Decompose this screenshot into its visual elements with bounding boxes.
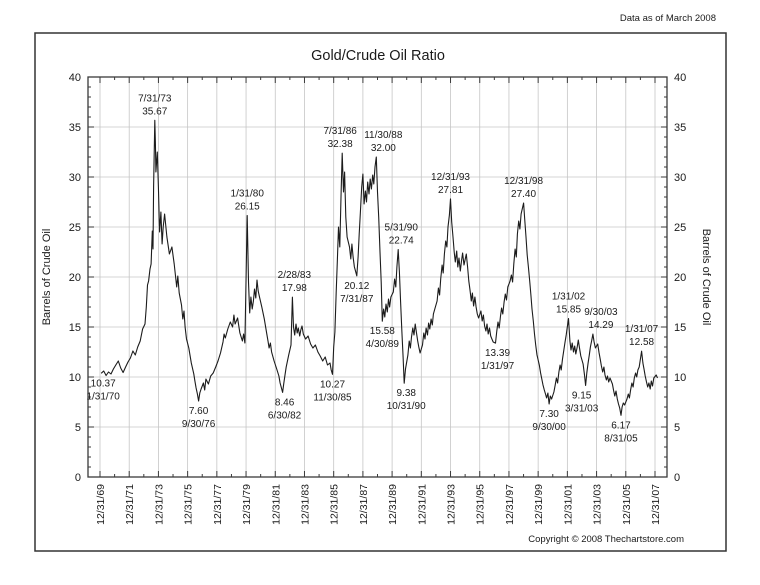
annotation-line2: 32.38	[328, 139, 353, 150]
annotation-line2: 6/30/82	[268, 410, 302, 421]
data-as-of-note: Data as of March 2008	[620, 13, 716, 24]
y-tick-label-right: 40	[674, 72, 686, 84]
y-tick-label-left: 15	[69, 322, 81, 334]
annotation-line1: 1/31/02	[552, 292, 586, 303]
x-tick-label: 12/31/69	[95, 484, 107, 525]
y-tick-label-left: 10	[69, 372, 81, 384]
x-tick-label: 12/31/75	[183, 484, 195, 525]
annotation-line2: 15.85	[556, 305, 581, 316]
copyright-text: Copyright © 2008 Thechartstore.com	[528, 534, 684, 545]
y-tick-label-right: 10	[674, 372, 686, 384]
annotation-line1: 1/31/80	[231, 189, 265, 200]
x-tick-label: 12/31/79	[241, 484, 253, 525]
y-tick-label-right: 0	[674, 472, 680, 484]
chart-outer-border	[34, 32, 727, 552]
y-tick-label-right: 5	[674, 422, 680, 434]
x-tick-label: 12/31/89	[387, 484, 399, 525]
y-tick-label-right: 35	[674, 122, 686, 134]
annotation-line1: 12/31/93	[431, 172, 470, 183]
x-tick-label: 12/31/87	[358, 484, 370, 525]
x-tick-label: 12/31/93	[446, 484, 458, 525]
annotation-line1: 20.12	[344, 281, 369, 292]
y-axis-title-left: Barrels of Crude Oil	[41, 229, 53, 326]
x-tick-label: 12/31/77	[212, 484, 224, 525]
x-tick-label: 12/31/95	[475, 484, 487, 525]
annotation-line2: 17.98	[282, 283, 307, 294]
annotation-line2: 1/31/70	[86, 391, 120, 402]
annotation-line2: 32.00	[371, 143, 396, 154]
annotation-line1: 9.15	[572, 391, 592, 402]
x-tick-label: 12/31/97	[504, 484, 516, 525]
x-tick-label: 12/31/07	[650, 484, 662, 525]
plot-area: 0 0 5 5 10 10 15 15 20 20 25 25 30 30 35 35 40 40 12/31/69…	[69, 72, 687, 525]
annotation-line1: 9.38	[396, 388, 416, 399]
annotation-line2: 27.40	[511, 189, 536, 200]
annotation-line2: 35.67	[142, 106, 167, 117]
y-tick-label-left: 30	[69, 172, 81, 184]
chart-title: Gold/Crude Oil Ratio	[311, 48, 445, 64]
annotation-line2: 27.81	[438, 185, 463, 196]
annotation-line2: 3/31/03	[565, 404, 599, 415]
annotation-line2: 1/31/97	[481, 361, 515, 372]
y-tick-label-left: 35	[69, 122, 81, 134]
annotation-line1: 1/31/07	[625, 324, 659, 335]
annotation-line1: 13.39	[485, 348, 510, 359]
x-tick-label: 12/31/83	[299, 484, 311, 525]
annotation-line2: 4/30/89	[366, 339, 400, 350]
annotation-line1: 5/31/90	[385, 223, 419, 234]
annotation-line2: 12.58	[629, 337, 654, 348]
annotation-line1: 9/30/03	[584, 307, 618, 318]
y-tick-label-left: 0	[75, 472, 81, 484]
annotation-line1: 7.60	[189, 406, 209, 417]
x-tick-label: 12/31/99	[533, 484, 545, 525]
x-tick-label: 12/31/91	[416, 484, 428, 525]
annotation-line2: 10/31/90	[387, 401, 426, 412]
x-tick-label: 12/31/81	[270, 484, 282, 525]
y-tick-label-left: 25	[69, 222, 81, 234]
y-tick-label-right: 15	[674, 322, 686, 334]
annotation-line1: 15.58	[370, 326, 395, 337]
x-tick-label: 12/31/01	[562, 484, 574, 525]
annotation-line1: 7.30	[539, 409, 559, 420]
annotation-line1: 10.37	[91, 378, 116, 389]
annotation-line1: 6.17	[611, 420, 631, 431]
annotation-line2: 7/31/87	[340, 294, 374, 305]
annotation-line1: 7/31/86	[323, 126, 357, 137]
annotation-line2: 11/30/85	[313, 392, 352, 403]
annotation-line2: 8/31/05	[604, 433, 638, 444]
x-tick-label: 12/31/85	[329, 484, 341, 525]
annotation-line2: 26.15	[235, 202, 260, 213]
y-tick-label-right: 30	[674, 172, 686, 184]
annotation-line1: 8.46	[275, 397, 295, 408]
annotation-line2: 22.74	[389, 236, 414, 247]
y-tick-label-left: 40	[69, 72, 81, 84]
annotation-line2: 9/30/00	[532, 422, 566, 433]
annotation-line1: 10.27	[320, 379, 345, 390]
annotation-line1: 7/31/73	[138, 93, 172, 104]
annotation-line1: 12/31/98	[504, 176, 543, 187]
y-tick-label-left: 20	[69, 272, 81, 284]
annotation-line1: 11/30/88	[364, 130, 403, 141]
x-tick-label: 12/31/71	[124, 484, 136, 525]
annotation-line2: 9/30/76	[182, 419, 216, 430]
annotation-line1: 2/28/83	[278, 270, 312, 281]
x-tick-label: 12/31/05	[621, 484, 633, 525]
x-tick-label: 12/31/03	[592, 484, 604, 525]
y-axis-title-right: Barrels of Crude Oil	[700, 229, 712, 326]
y-tick-label-right: 25	[674, 222, 686, 234]
y-tick-label-right: 20	[674, 272, 686, 284]
ratio-series-line	[100, 119, 659, 416]
y-tick-label-left: 5	[75, 422, 81, 434]
x-tick-label: 12/31/73	[153, 484, 165, 525]
annotation-line2: 14.29	[588, 320, 613, 331]
